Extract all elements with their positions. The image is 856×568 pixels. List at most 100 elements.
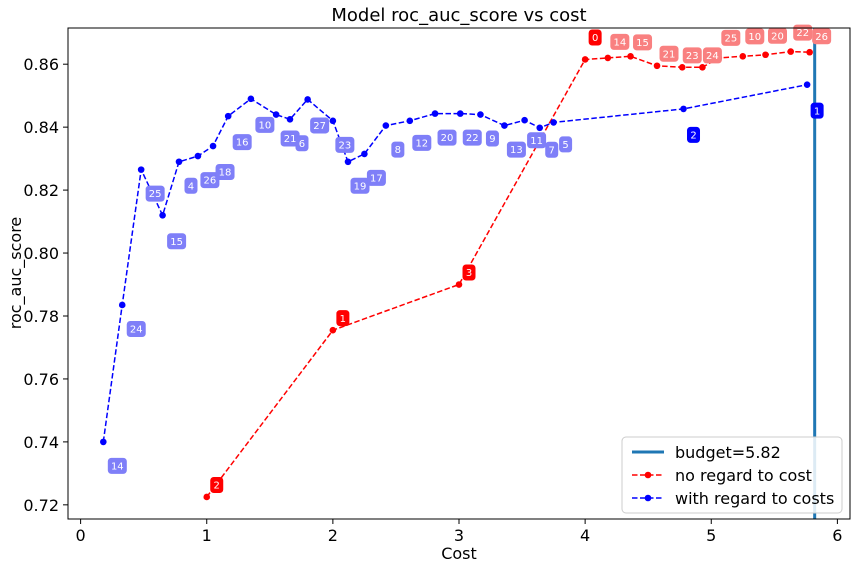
y-tick-label-3: 0.78 xyxy=(23,307,59,326)
annotation-label-no-regard-0: 0 xyxy=(592,33,598,44)
annotation-box-no-regard-3 xyxy=(462,264,476,281)
data-point-no-regard-2 xyxy=(455,281,463,288)
y-tick-label-7: 0.86 xyxy=(23,55,59,74)
annotation-box-with-regard-18 xyxy=(215,164,235,181)
annotation-box-with-regard-10 xyxy=(255,116,275,133)
data-point-with-regard-0 xyxy=(100,438,107,446)
data-point-with-regard-1 xyxy=(118,301,126,309)
annotation-box-with-regard-13 xyxy=(506,141,526,158)
annotation-box-no-regard-25 xyxy=(721,29,741,46)
data-point-with-regard-10 xyxy=(286,115,294,123)
data-point-with-regard-8 xyxy=(247,95,255,103)
annotation-label-no-regard-25: 25 xyxy=(724,34,737,45)
series-line-no-regard xyxy=(206,50,810,498)
annotation-label-no-regard-2: 2 xyxy=(214,481,220,492)
data-point-no-regard-13 xyxy=(806,48,813,56)
annotation-with-regard-1: 1 xyxy=(810,102,824,119)
annotation-with-regard-9: 9 xyxy=(485,130,499,147)
x-tick-label-0: 0 xyxy=(76,526,86,545)
annotation-label-no-regard-20: 20 xyxy=(771,31,784,42)
y-tick-label-4: 0.80 xyxy=(23,244,59,263)
annotation-label-with-regard-21: 21 xyxy=(284,134,297,145)
annotation-with-regard-22: 22 xyxy=(462,129,482,146)
axes: 0 1 2 3 4 5 60.720.740.760.780.800.820.840.86 xyxy=(23,27,851,545)
annotation-with-regard-2: 2 xyxy=(687,126,701,143)
annotation-label-no-regard-21: 21 xyxy=(663,49,676,60)
annotation-no-regard-1: 1 xyxy=(336,310,350,327)
annotation-with-regard-11: 11 xyxy=(527,132,547,149)
data-point-no-regard-8 xyxy=(699,64,706,71)
annotation-label-with-regard-24: 24 xyxy=(130,325,143,336)
data-point-with-regard-9 xyxy=(272,111,280,118)
data-point-with-regard-15 xyxy=(382,122,390,129)
annotation-with-regard-21: 21 xyxy=(280,130,300,147)
data-point-with-regard-2 xyxy=(137,166,145,173)
data-point-no-regard-11 xyxy=(762,51,769,59)
data-point-with-regard-11 xyxy=(304,96,311,103)
y-tick-label-6: 0.84 xyxy=(23,118,59,137)
annotation-label-no-regard-22: 22 xyxy=(796,28,809,39)
data-point-no-regard-7 xyxy=(678,64,686,71)
legend-box xyxy=(621,436,843,514)
data-point-with-regard-20 xyxy=(501,122,508,129)
annotation-with-regard-6: 6 xyxy=(295,135,309,152)
legend-marker-no-regard xyxy=(644,471,652,479)
annotation-label-with-regard-13: 13 xyxy=(510,145,523,156)
annotation-box-with-regard-5 xyxy=(559,136,573,153)
annotation-label-with-regard-26: 26 xyxy=(204,176,217,187)
data-point-with-regard-4 xyxy=(175,158,183,166)
annotation-label-no-regard-24: 24 xyxy=(706,51,719,62)
data-point-with-regard-21 xyxy=(521,116,528,124)
data-point-with-regard-3 xyxy=(159,211,166,219)
annotation-box-no-regard-0 xyxy=(588,29,602,46)
annotation-label-with-regard-22: 22 xyxy=(466,133,479,144)
data-point-with-regard-12 xyxy=(329,117,337,125)
data-point-with-regard-18 xyxy=(456,110,464,117)
annotation-with-regard-7: 7 xyxy=(545,141,559,158)
data-point-with-regard-13 xyxy=(344,158,352,166)
annotation-box-with-regard-17 xyxy=(366,169,386,186)
annotation-box-with-regard-4 xyxy=(184,177,198,194)
annotation-box-no-regard-24 xyxy=(702,47,722,64)
data-point-with-regard-14 xyxy=(361,150,368,158)
annotation-label-no-regard-14: 14 xyxy=(613,38,626,49)
annotation-with-regard-17: 17 xyxy=(366,169,386,186)
annotation-with-regard-15: 15 xyxy=(167,233,187,250)
annotation-box-with-regard-14 xyxy=(107,457,127,474)
data-point-no-regard-6 xyxy=(653,62,661,70)
annotation-no-regard-22: 22 xyxy=(793,24,813,41)
annotation-label-with-regard-15: 15 xyxy=(170,237,183,248)
y-axis-label: roc_auc_score xyxy=(6,217,26,330)
annotation-label-with-regard-4: 4 xyxy=(188,181,194,192)
data-point-no-regard-4 xyxy=(604,54,612,62)
annotation-no-regard-3: 3 xyxy=(462,264,476,281)
x-tick-label-5: 5 xyxy=(706,526,716,545)
annotation-with-regard-18: 18 xyxy=(215,164,235,181)
y-tick-label-5: 0.82 xyxy=(23,181,59,200)
data-point-no-regard-12 xyxy=(787,48,795,55)
annotation-with-regard-24: 24 xyxy=(126,320,146,337)
annotation-box-no-regard-2 xyxy=(210,476,224,493)
y-tick-label-0: 0.72 xyxy=(23,496,59,515)
legend-label-budget: budget=5.82 xyxy=(675,443,781,462)
annotation-with-regard-23: 23 xyxy=(335,136,355,153)
annotation-box-with-regard-22 xyxy=(462,129,482,146)
annotation-with-regard-20: 20 xyxy=(437,129,457,146)
annotation-box-with-regard-20 xyxy=(437,129,457,146)
annotation-label-with-regard-27: 27 xyxy=(313,121,326,132)
annotation-box-no-regard-10 xyxy=(745,28,765,45)
data-point-no-regard-5 xyxy=(627,53,634,60)
annotation-no-regard-26: 26 xyxy=(812,28,832,45)
annotation-box-with-regard-16 xyxy=(232,134,252,151)
annotation-box-with-regard-23 xyxy=(335,136,355,153)
annotation-label-with-regard-12: 12 xyxy=(415,138,428,149)
data-point-with-regard-6 xyxy=(209,142,217,150)
annotation-no-regard-10: 10 xyxy=(745,28,765,45)
annotation-box-no-regard-1 xyxy=(336,310,350,327)
annotation-box-no-regard-23 xyxy=(682,47,702,64)
x-tick-label-4: 4 xyxy=(580,526,590,545)
data-point-with-regard-7 xyxy=(224,112,232,120)
annotation-no-regard-15: 15 xyxy=(633,34,653,51)
annotation-with-regard-8: 8 xyxy=(391,141,405,158)
annotation-with-regard-10: 10 xyxy=(255,116,275,133)
